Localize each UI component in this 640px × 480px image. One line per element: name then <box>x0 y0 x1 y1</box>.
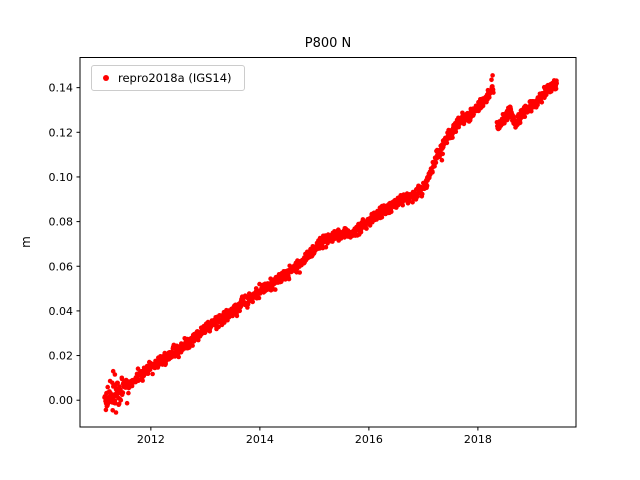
chart-title: P800 N <box>304 36 352 51</box>
svg-text:2014: 2014 <box>246 433 274 446</box>
svg-text:2016: 2016 <box>355 433 383 446</box>
legend-label: repro2018a (IGS14) <box>118 71 232 85</box>
svg-text:0.12: 0.12 <box>49 126 74 139</box>
svg-text:0.06: 0.06 <box>49 260 74 273</box>
legend: repro2018a (IGS14) <box>91 65 245 91</box>
scatter-points <box>102 73 559 415</box>
svg-text:0.02: 0.02 <box>49 350 74 363</box>
svg-text:0.10: 0.10 <box>49 171 74 184</box>
x-axis-ticks: 2012 2014 2016 2018 <box>137 427 492 446</box>
svg-text:0.08: 0.08 <box>49 216 74 229</box>
y-axis-ticks: 0.00 0.02 0.04 0.06 0.08 0.10 0.12 0.14 <box>49 82 80 407</box>
svg-text:0.14: 0.14 <box>49 82 74 95</box>
svg-text:0.00: 0.00 <box>49 394 74 407</box>
svg-text:0.04: 0.04 <box>49 305 74 318</box>
axes-spines <box>79 57 577 428</box>
svg-text:2018: 2018 <box>464 433 492 446</box>
legend-marker-dot <box>103 75 109 81</box>
svg-text:2012: 2012 <box>137 433 165 446</box>
